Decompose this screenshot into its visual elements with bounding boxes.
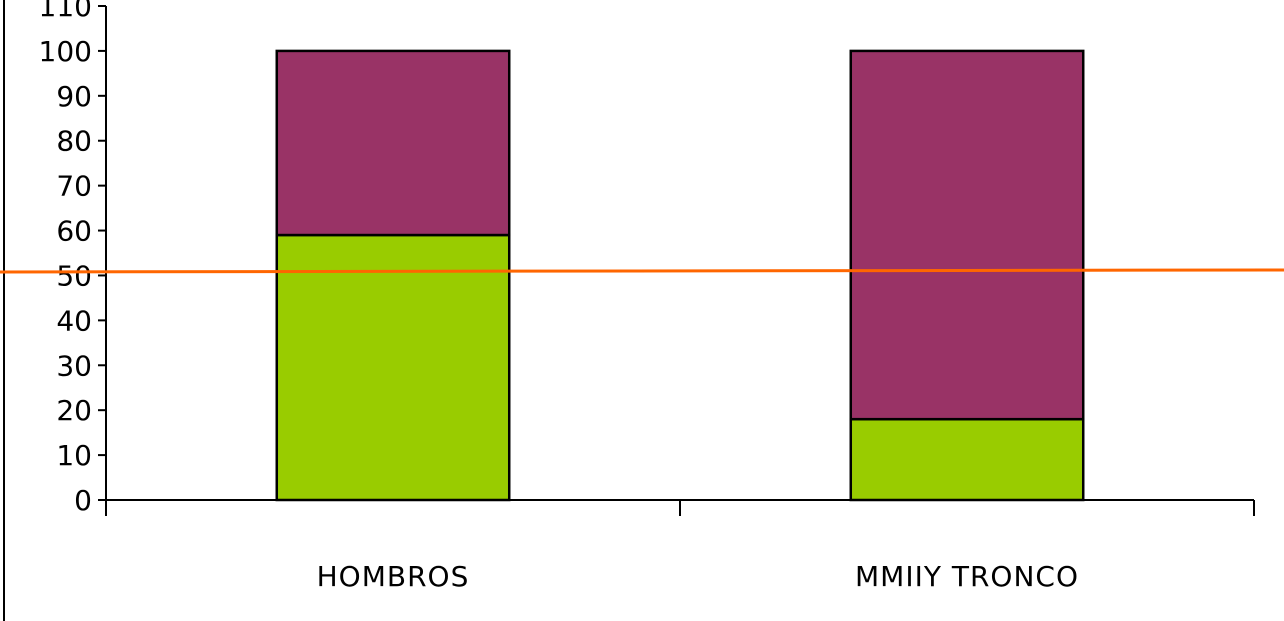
y-tick-label: 100 (39, 35, 92, 68)
bar-segment-series-2 (851, 51, 1083, 419)
x-category-label: MMIIY TRONCO (855, 560, 1079, 593)
bars (277, 51, 1083, 500)
bar-segment-series-2 (277, 51, 509, 235)
reference-line-group (0, 270, 1284, 272)
y-tick-label: 0 (74, 484, 92, 517)
x-category-label: HOMBROS (317, 560, 470, 593)
y-tick-label: 10 (56, 439, 92, 472)
bar-segment-series-1 (851, 419, 1083, 500)
y-axis: 0 10 20 30 40 50 60 70 80 90 100 110 (39, 0, 106, 517)
y-tick-label: 70 (56, 170, 92, 203)
y-tick-label: 20 (56, 394, 92, 427)
bar-segment-series-1 (277, 235, 509, 500)
x-axis: HOMBROS MMIIY TRONCO (106, 500, 1254, 593)
y-tick-label: 40 (56, 304, 92, 337)
y-tick-label: 110 (39, 0, 92, 23)
y-tick-label: 90 (56, 80, 92, 113)
y-tick-label: 30 (56, 349, 92, 382)
y-tick-label: 60 (56, 215, 92, 248)
y-tick-label: 80 (56, 125, 92, 158)
reference-line (0, 270, 1284, 272)
y-tick-label: 50 (56, 259, 92, 292)
